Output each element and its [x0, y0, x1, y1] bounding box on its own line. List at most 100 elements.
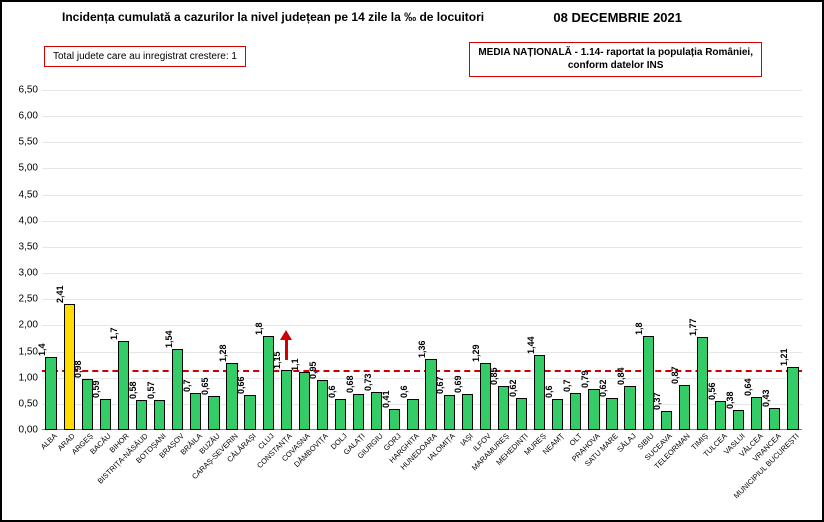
bar: 0,6: [552, 399, 563, 430]
bar-value-label: 1,29: [471, 344, 481, 364]
y-tick-label: 2,00: [8, 320, 38, 331]
legend-national-line1: MEDIA NAȚIONALĂ - 1.14- raportat la popu…: [478, 47, 753, 60]
bar-value-label: 1,54: [164, 331, 174, 351]
bar-value-label: 0,59: [91, 381, 101, 401]
bar: 0,6: [335, 399, 346, 430]
bar-value-label: 0,7: [182, 380, 192, 395]
bar-value-label: 0,57: [146, 382, 156, 402]
legend-growth-text: Total judete care au inregistrat crester…: [53, 51, 237, 62]
bar: 0,59: [100, 399, 111, 430]
y-tick-label: 0,50: [8, 398, 38, 409]
bar-value-label: 1,28: [218, 345, 228, 365]
bar-value-label: 0,67: [435, 376, 445, 396]
bar-value-label: 0,43: [761, 389, 771, 409]
bar: 0,65: [208, 396, 219, 430]
y-tick-label: 6,50: [8, 85, 38, 96]
bar: 0,43: [769, 408, 780, 430]
bar: 0,67: [444, 395, 455, 430]
bar-value-label: 0,95: [308, 362, 318, 382]
plot-area: 0,000,501,001,502,002,503,003,504,004,50…: [42, 90, 802, 430]
bar-value-label: 0,84: [616, 368, 626, 388]
bar-value-label: 1,8: [634, 322, 644, 337]
bar-value-label: 0,6: [544, 385, 554, 400]
bar: 1,8: [263, 336, 274, 430]
bar: 0,66: [244, 395, 255, 430]
y-tick-label: 3,00: [8, 268, 38, 279]
bar: 1,28: [226, 363, 237, 430]
bar: 0,37: [661, 411, 672, 430]
y-tick-label: 1,50: [8, 346, 38, 357]
bar-value-label: 2,41: [55, 285, 65, 305]
bar-value-label: 1,1: [290, 359, 300, 374]
legend-national-line2: conform datelor INS: [478, 60, 753, 73]
gridline: [42, 195, 802, 196]
bar-value-label: 0,64: [743, 378, 753, 398]
bar: 1,21: [787, 367, 798, 430]
bar-value-label: 1,36: [417, 340, 427, 360]
bar: 0,84: [624, 386, 635, 430]
gridline: [42, 378, 802, 379]
y-tick-label: 4,50: [8, 189, 38, 200]
bar: 1,8: [643, 336, 654, 430]
bar-value-label: 0,6: [399, 385, 409, 400]
bar-value-label: 0,38: [725, 392, 735, 412]
bar-value-label: 0,68: [345, 376, 355, 396]
y-tick-label: 5,00: [8, 163, 38, 174]
bar-value-label: 0,56: [707, 382, 717, 402]
gridline: [42, 90, 802, 91]
y-tick-label: 5,50: [8, 137, 38, 148]
bar-value-label: 1,44: [526, 336, 536, 356]
bar: 0,7: [570, 393, 581, 430]
bar-value-label: 0,37: [652, 392, 662, 412]
gridline: [42, 299, 802, 300]
bar-value-label: 0,6: [327, 385, 337, 400]
bar-value-label: 0,65: [200, 377, 210, 397]
bar-value-label: 0,41: [381, 390, 391, 410]
bar-value-label: 0,85: [489, 367, 499, 387]
bar: 0,62: [516, 398, 527, 430]
bar-value-label: 1,21: [779, 348, 789, 368]
bar-value-label: 0,73: [363, 373, 373, 393]
chart-frame: Incidența cumulată a cazurilor la nivel …: [0, 0, 824, 522]
bar: 1,4: [45, 357, 56, 430]
bar-value-label: 0,69: [453, 375, 463, 395]
national-average-line: [42, 370, 802, 372]
bar-value-label: 1,8: [254, 322, 264, 337]
legend-national-box: MEDIA NAȚIONALĂ - 1.14- raportat la popu…: [469, 42, 762, 77]
gridline: [42, 247, 802, 248]
bar-value-label: 0,58: [128, 381, 138, 401]
y-tick-label: 4,00: [8, 215, 38, 226]
bar: 0,69: [462, 394, 473, 430]
bar: 0,87: [679, 385, 690, 431]
bar: 1,1: [299, 372, 310, 430]
gridline: [42, 142, 802, 143]
y-tick-label: 6,00: [8, 111, 38, 122]
bar: 0,62: [606, 398, 617, 430]
bar: 0,38: [733, 410, 744, 430]
legend-growth-box: Total judete care au inregistrat crester…: [44, 46, 246, 67]
header-row: Incidența cumulată a cazurilor la nivel …: [2, 10, 822, 25]
y-tick-label: 3,50: [8, 241, 38, 252]
bar: 0,7: [190, 393, 201, 430]
chart-title: Incidența cumulată a cazurilor la nivel …: [62, 10, 484, 25]
bar: 1,15: [281, 370, 292, 430]
bar-value-label: 1,7: [109, 328, 119, 343]
bar: 0,68: [353, 394, 364, 430]
gridline: [42, 221, 802, 222]
chart-date: 08 DECEMBRIE 2021: [553, 10, 762, 25]
bar: 0,57: [154, 400, 165, 430]
bar-value-label: 1,4: [37, 343, 47, 358]
bar: 0,6: [407, 399, 418, 430]
gridline: [42, 168, 802, 169]
bar-value-label: 0,98: [73, 360, 83, 380]
y-tick-label: 1,00: [8, 372, 38, 383]
y-tick-label: 0,00: [8, 425, 38, 436]
bar-value-label: 0,79: [580, 370, 590, 390]
y-tick-label: 2,50: [8, 294, 38, 305]
bar-value-label: 1,15: [272, 351, 282, 371]
x-tick-label: ALBA: [37, 430, 58, 451]
bar-value-label: 0,62: [598, 379, 608, 399]
bar: 0,58: [136, 400, 147, 430]
bar: 0,41: [389, 409, 400, 430]
gridline: [42, 116, 802, 117]
